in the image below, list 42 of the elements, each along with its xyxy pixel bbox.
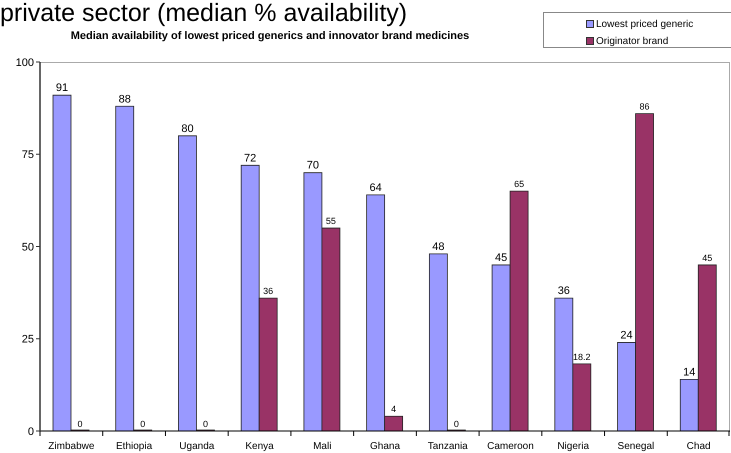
x-tick-label: Zimbabwe (48, 441, 95, 452)
x-tick-label: Ghana (370, 441, 400, 452)
x-tick-label: Uganda (179, 441, 215, 452)
data-label: 64 (370, 182, 382, 194)
y-tick-label: 75 (22, 149, 34, 162)
y-tick-label: 25 (22, 334, 34, 346)
data-label: 45 (494, 252, 508, 264)
x-tick-label: Nigeria (557, 441, 590, 452)
data-label: 45 (702, 252, 712, 263)
x-tick-label: Mali (313, 441, 332, 452)
y-tick-label: 100 (16, 56, 34, 69)
legend-label: Originator brand (596, 36, 668, 46)
data-label: 72 (244, 152, 256, 164)
chart-subtitle: Median availability of lowest priced generics and innovator brand medicines (70, 30, 470, 42)
legend-label: Lowest priced generic (596, 18, 694, 30)
data-label: 55 (326, 216, 336, 226)
data-label: 65 (514, 179, 524, 190)
data-label: 80 (181, 122, 194, 135)
y-tick-label: 50 (22, 241, 34, 254)
data-label: 86 (640, 102, 650, 112)
data-label: 88 (118, 93, 131, 106)
data-label: 70 (306, 160, 320, 172)
data-label: 4 (391, 404, 396, 414)
data-label: 48 (432, 240, 444, 253)
data-label: 0 (77, 419, 83, 429)
x-tick-label: Tanzania (428, 441, 468, 452)
data-label: 36 (263, 286, 274, 296)
x-tick-label: Kenya (245, 441, 274, 452)
data-label: 24 (620, 329, 633, 342)
data-label: 0 (202, 419, 208, 429)
x-tick-label: Chad (686, 441, 711, 452)
data-label: 91 (56, 82, 68, 94)
y-tick-label: 0 (28, 426, 34, 438)
data-label: 14 (683, 366, 696, 378)
data-label: 0 (454, 419, 459, 429)
x-tick-label: Senegal (618, 441, 654, 452)
data-label: 36 (558, 285, 570, 298)
chart-title: private sector (median % availability) (0, 0, 408, 27)
data-label: 0 (140, 419, 146, 429)
data-label: 18.2 (573, 352, 591, 362)
x-tick-label: Ethiopia (116, 441, 153, 452)
x-tick-label: Cameroon (487, 441, 534, 452)
